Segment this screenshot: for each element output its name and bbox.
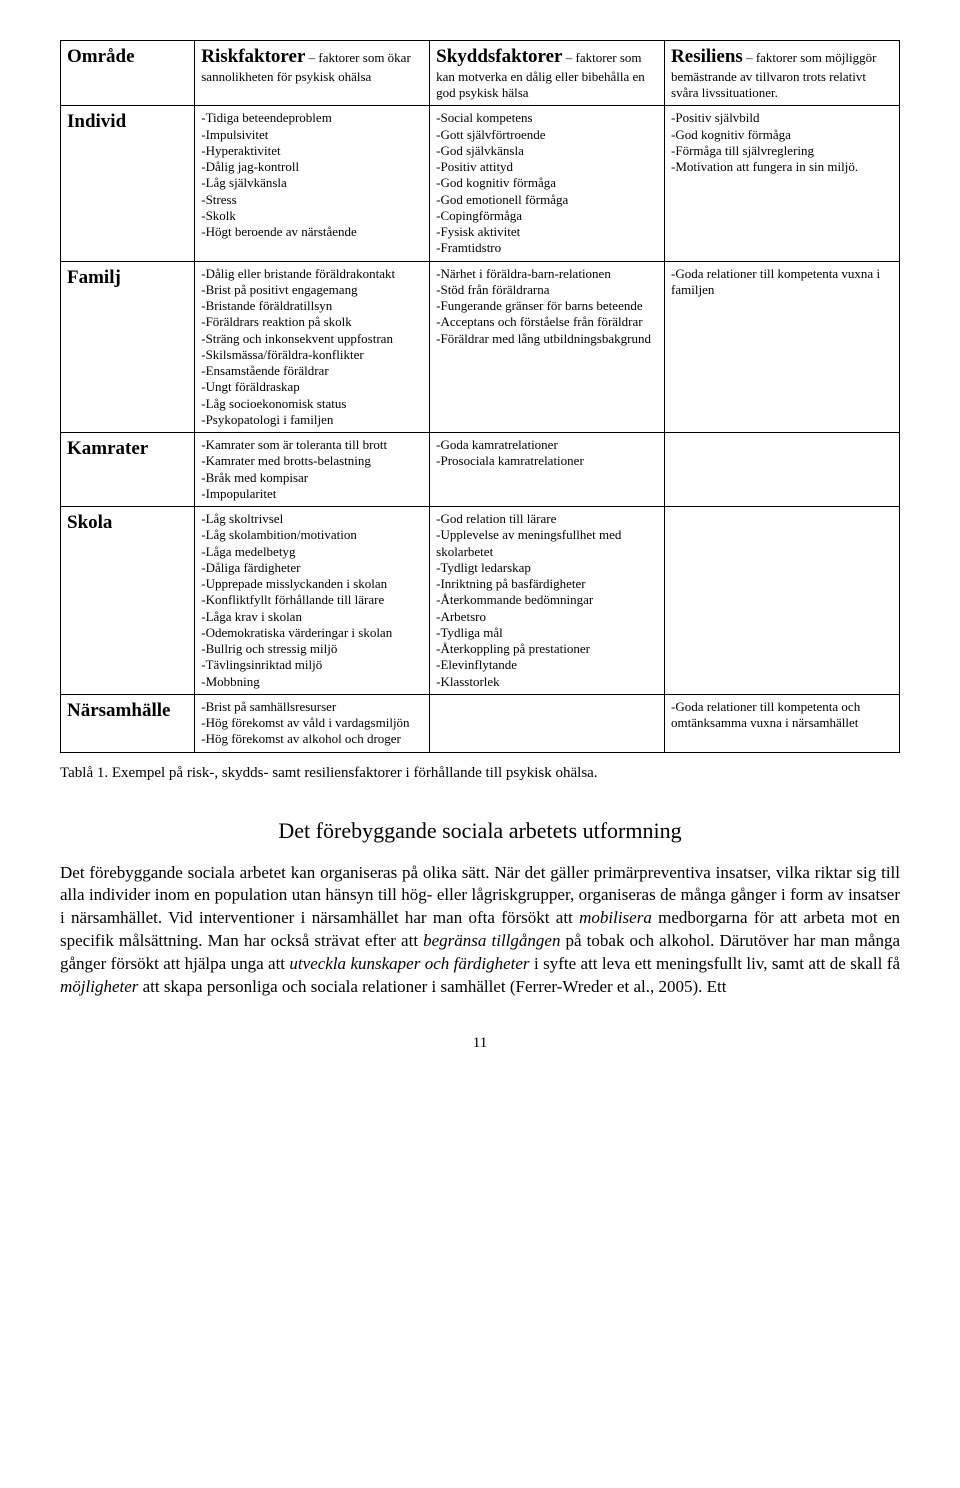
area-label: Skola bbox=[67, 512, 112, 533]
risk-cell: -Kamrater som är toleranta till brott-Ka… bbox=[195, 433, 430, 507]
area-label: Närsamhälle bbox=[67, 700, 170, 721]
table-header-row: Område Riskfaktorer – faktorer som ökar … bbox=[61, 41, 900, 106]
section-title: Det förebyggande sociala arbetets utform… bbox=[60, 818, 900, 844]
area-label: Kamrater bbox=[67, 438, 148, 459]
risk-cell: -Låg skoltrivsel-Låg skolambition/motiva… bbox=[195, 507, 430, 695]
skydd-cell: -Social kompetens-Gott självförtroende-G… bbox=[430, 106, 665, 261]
skydd-cell: -Goda kamratrelationer-Prosociala kamrat… bbox=[430, 433, 665, 507]
risk-cell: -Brist på samhällsresurser-Hög förekomst… bbox=[195, 694, 430, 752]
body-em: utveckla kunskaper och färdigheter bbox=[289, 954, 529, 973]
factors-table: Område Riskfaktorer – faktorer som ökar … bbox=[60, 40, 900, 753]
res-cell: -Positiv självbild-God kognitiv förmåga-… bbox=[665, 106, 900, 261]
res-cell: -Goda relationer till kompetenta och omt… bbox=[665, 694, 900, 752]
header-res: Resiliens – faktorer som möjliggör bemäs… bbox=[665, 41, 900, 106]
area-label: Individ bbox=[67, 111, 126, 132]
body-em: begränsa tillgången bbox=[423, 931, 560, 950]
body-em: möjligheter bbox=[60, 977, 138, 996]
skydd-cell: -God relation till lärare-Upplevelse av … bbox=[430, 507, 665, 695]
header-area: Område bbox=[61, 41, 195, 106]
skydd-cell bbox=[430, 694, 665, 752]
table-row: Individ -Tidiga beteendeproblem-Impulsiv… bbox=[61, 106, 900, 261]
page-number: 11 bbox=[60, 1035, 900, 1052]
body-mid: i syfte att leva ett meningsfullt liv, s… bbox=[530, 954, 900, 973]
risk-cell: -Dålig eller bristande föräldrakontakt-B… bbox=[195, 261, 430, 433]
header-risk: Riskfaktorer – faktorer som ökar sannoli… bbox=[195, 41, 430, 106]
res-cell bbox=[665, 507, 900, 695]
skydd-cell: -Närhet i föräldra-barn-relationen-Stöd … bbox=[430, 261, 665, 433]
header-skydd-strong: Skyddsfaktorer bbox=[436, 46, 562, 67]
table-caption: Tablå 1. Exempel på risk-, skydds- samt … bbox=[60, 765, 900, 782]
body-em: mobilisera bbox=[579, 908, 652, 927]
res-cell: -Goda relationer till kompetenta vuxna i… bbox=[665, 261, 900, 433]
table-row: Kamrater -Kamrater som är toleranta till… bbox=[61, 433, 900, 507]
header-skydd: Skyddsfaktorer – faktorer som kan motver… bbox=[430, 41, 665, 106]
body-tail: att skapa personliga och sociala relatio… bbox=[138, 977, 726, 996]
risk-cell: -Tidiga beteendeproblem-Impulsivitet-Hyp… bbox=[195, 106, 430, 261]
table-row: Skola -Låg skoltrivsel-Låg skolambition/… bbox=[61, 507, 900, 695]
header-res-strong: Resiliens bbox=[671, 46, 743, 67]
header-risk-strong: Riskfaktorer bbox=[201, 46, 305, 67]
body-paragraph: Det förebyggande sociala arbetet kan org… bbox=[60, 862, 900, 1000]
table-row: Familj -Dålig eller bristande föräldrako… bbox=[61, 261, 900, 433]
res-cell bbox=[665, 433, 900, 507]
table-row: Närsamhälle -Brist på samhällsresurser-H… bbox=[61, 694, 900, 752]
header-area-label: Område bbox=[67, 46, 135, 67]
area-label: Familj bbox=[67, 267, 121, 288]
